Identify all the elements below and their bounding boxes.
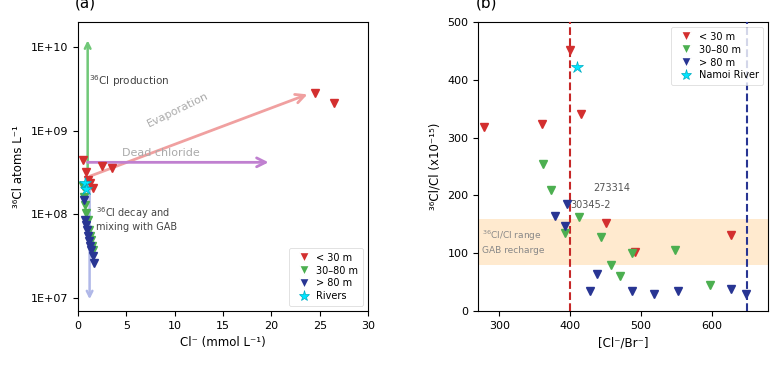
Y-axis label: ³⁶Cl atoms L⁻¹: ³⁶Cl atoms L⁻¹ bbox=[12, 125, 25, 208]
Text: 273314: 273314 bbox=[594, 183, 630, 193]
Text: $^{36}$Cl production: $^{36}$Cl production bbox=[89, 74, 168, 89]
Text: (b): (b) bbox=[475, 0, 497, 10]
Text: 30345-2: 30345-2 bbox=[570, 200, 611, 210]
Text: (a): (a) bbox=[75, 0, 96, 10]
Text: Evaporation: Evaporation bbox=[146, 91, 211, 129]
Text: $^{36}$Cl/Cl range
GAB recharge: $^{36}$Cl/Cl range GAB recharge bbox=[482, 229, 544, 255]
Y-axis label: ³⁶Cl/Cl (x10⁻¹⁵): ³⁶Cl/Cl (x10⁻¹⁵) bbox=[429, 123, 441, 210]
Legend: < 30 m, 30–80 m, > 80 m, Rivers: < 30 m, 30–80 m, > 80 m, Rivers bbox=[289, 248, 363, 306]
X-axis label: Cl⁻ (mmol L⁻¹): Cl⁻ (mmol L⁻¹) bbox=[180, 336, 266, 350]
X-axis label: [Cl⁻/Br⁻]: [Cl⁻/Br⁻] bbox=[598, 336, 648, 350]
Bar bbox=[478, 219, 768, 265]
Legend: < 30 m, 30–80 m, > 80 m, Namoi River: < 30 m, 30–80 m, > 80 m, Namoi River bbox=[672, 27, 764, 85]
Text: Dead chloride: Dead chloride bbox=[122, 148, 199, 158]
Text: $^{36}$Cl decay and
mixing with GAB: $^{36}$Cl decay and mixing with GAB bbox=[97, 205, 178, 232]
